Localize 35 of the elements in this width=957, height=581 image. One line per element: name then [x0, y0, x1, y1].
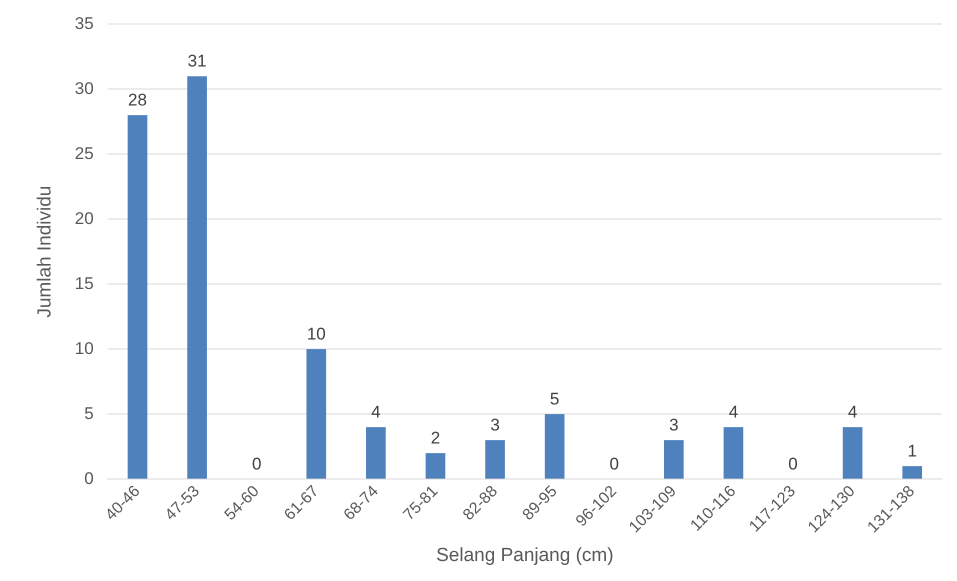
- y-tick-label: 20: [74, 208, 94, 228]
- bar: [485, 440, 505, 479]
- data-label: 5: [550, 389, 560, 408]
- data-label: 3: [669, 415, 679, 434]
- y-tick-label: 15: [74, 274, 94, 293]
- data-label: 0: [610, 454, 619, 474]
- bar: [306, 349, 326, 479]
- data-label: 28: [128, 90, 147, 110]
- y-tick-label: 5: [84, 404, 94, 423]
- data-label: 31: [188, 51, 207, 70]
- data-label: 2: [430, 428, 440, 448]
- y-tick-label: 0: [84, 468, 94, 488]
- bar: [842, 427, 862, 479]
- data-label: 0: [788, 454, 798, 474]
- bar: [544, 414, 564, 479]
- y-tick-label: 30: [74, 78, 94, 98]
- bar: [664, 440, 684, 479]
- bar: [426, 453, 446, 479]
- y-tick-label: 35: [74, 14, 94, 33]
- y-tick-label: 10: [74, 338, 94, 358]
- data-label: 10: [306, 324, 326, 344]
- data-label: 0: [252, 454, 262, 474]
- bar: [187, 76, 207, 479]
- bar: [128, 115, 148, 479]
- x-axis-title: Selang Panjang (cm): [436, 544, 614, 566]
- data-label: 3: [490, 415, 500, 434]
- y-axis-title: Jumlah Individu: [34, 186, 56, 318]
- data-label: 4: [728, 402, 738, 422]
- bar: [724, 427, 744, 479]
- data-label: 4: [848, 402, 858, 422]
- bar: [366, 427, 386, 479]
- data-label: 1: [907, 441, 917, 460]
- data-label: 4: [371, 402, 381, 422]
- bar: [902, 466, 922, 479]
- y-tick-label: 25: [74, 144, 94, 163]
